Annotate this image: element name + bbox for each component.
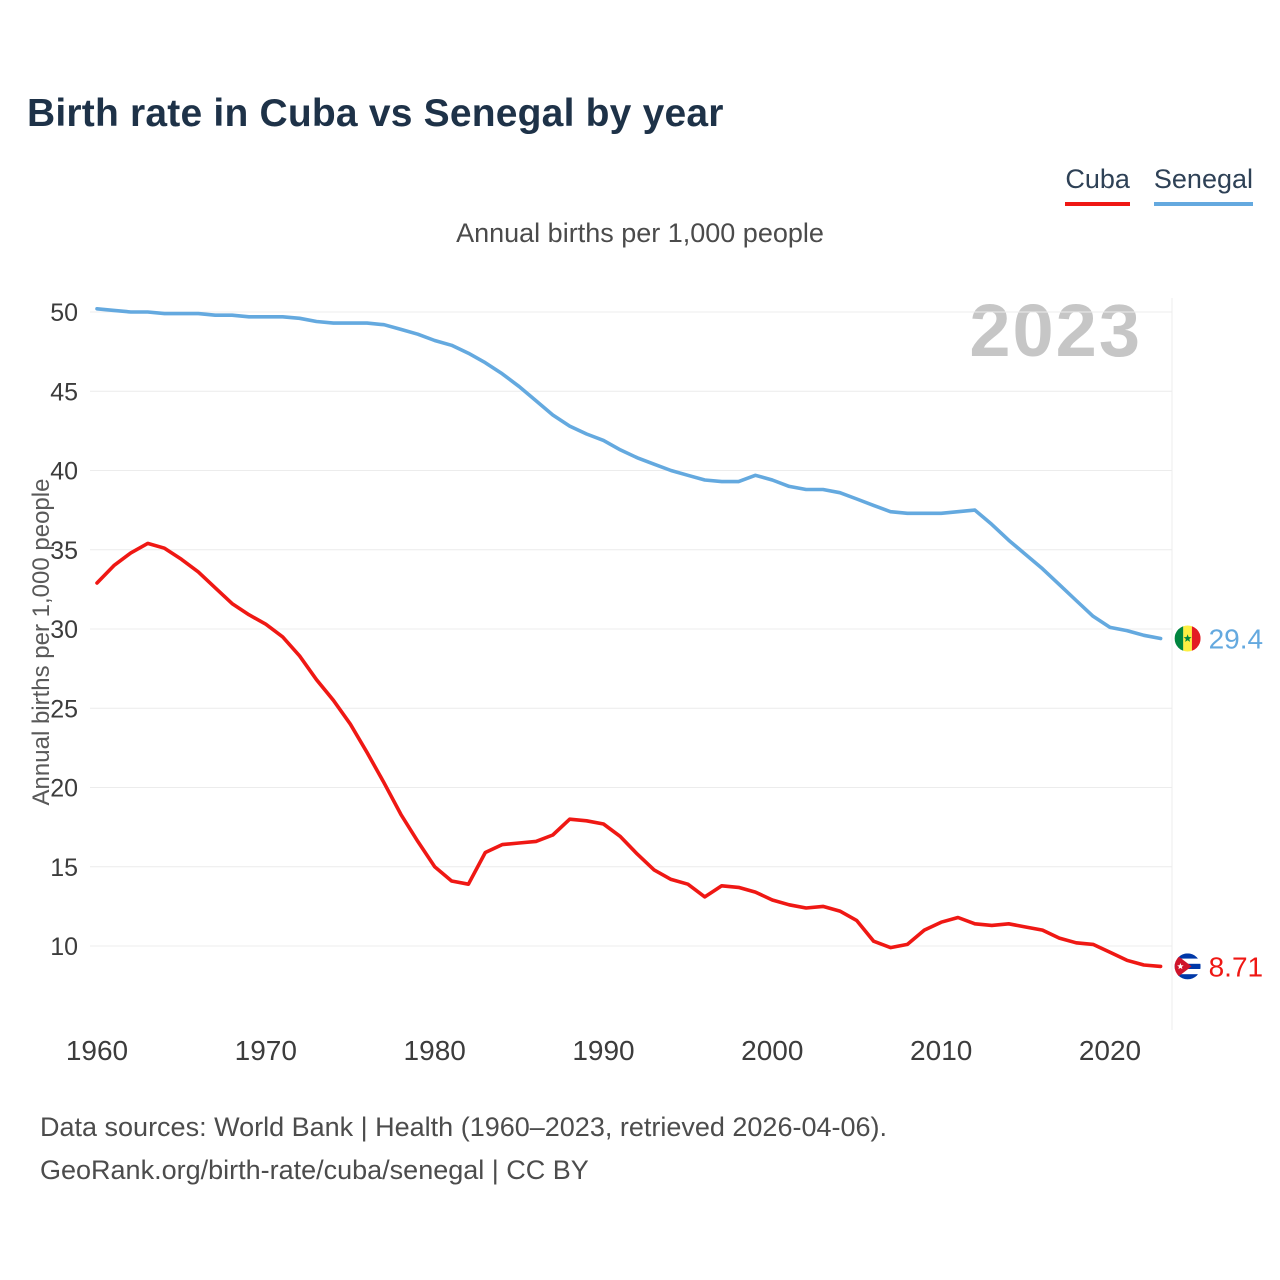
svg-text:1960: 1960: [66, 1035, 128, 1066]
svg-text:2000: 2000: [741, 1035, 803, 1066]
svg-text:35: 35: [50, 537, 78, 565]
svg-text:45: 45: [50, 378, 78, 406]
footer: Data sources: World Bank | Health (1960–…: [40, 1106, 887, 1192]
svg-text:50: 50: [50, 299, 78, 327]
svg-text:15: 15: [50, 854, 78, 882]
chart-subtitle: Annual births per 1,000 people: [456, 218, 824, 248]
watermark-year: 2023: [969, 289, 1142, 372]
svg-text:20: 20: [50, 775, 78, 803]
legend-label-cuba: Cuba: [1065, 164, 1130, 194]
svg-text:1980: 1980: [404, 1035, 466, 1066]
legend: Cuba Senegal: [1065, 166, 1253, 206]
svg-text:29.4: 29.4: [1209, 624, 1264, 655]
legend-item-cuba[interactable]: Cuba: [1065, 166, 1130, 206]
footer-source: Data sources: World Bank | Health (1960–…: [40, 1112, 887, 1142]
svg-text:2020: 2020: [1079, 1035, 1141, 1066]
svg-text:1970: 1970: [235, 1035, 297, 1066]
footer-link: GeoRank.org/birth-rate/cuba/senegal | CC…: [40, 1155, 589, 1185]
svg-text:10: 10: [50, 933, 78, 961]
gridlines: [90, 298, 1173, 1030]
svg-text:1990: 1990: [572, 1035, 634, 1066]
svg-text:40: 40: [50, 458, 78, 486]
page-title: Birth rate in Cuba vs Senegal by year: [27, 92, 724, 135]
svg-text:25: 25: [50, 695, 78, 723]
series-lines: [95, 306, 1163, 969]
legend-label-senegal: Senegal: [1153, 164, 1253, 194]
axis-tick-labels: 10 15 20 25 30 35 40 45 50 1960 1970 1980 1990 2000 20…: [50, 299, 1141, 1066]
svg-text:8.71: 8.71: [1209, 951, 1264, 982]
legend-item-senegal[interactable]: Senegal: [1153, 164, 1253, 206]
svg-text:2010: 2010: [910, 1035, 972, 1066]
svg-text:30: 30: [50, 616, 78, 644]
end-markers: 29.4 8.71: [1175, 624, 1264, 982]
